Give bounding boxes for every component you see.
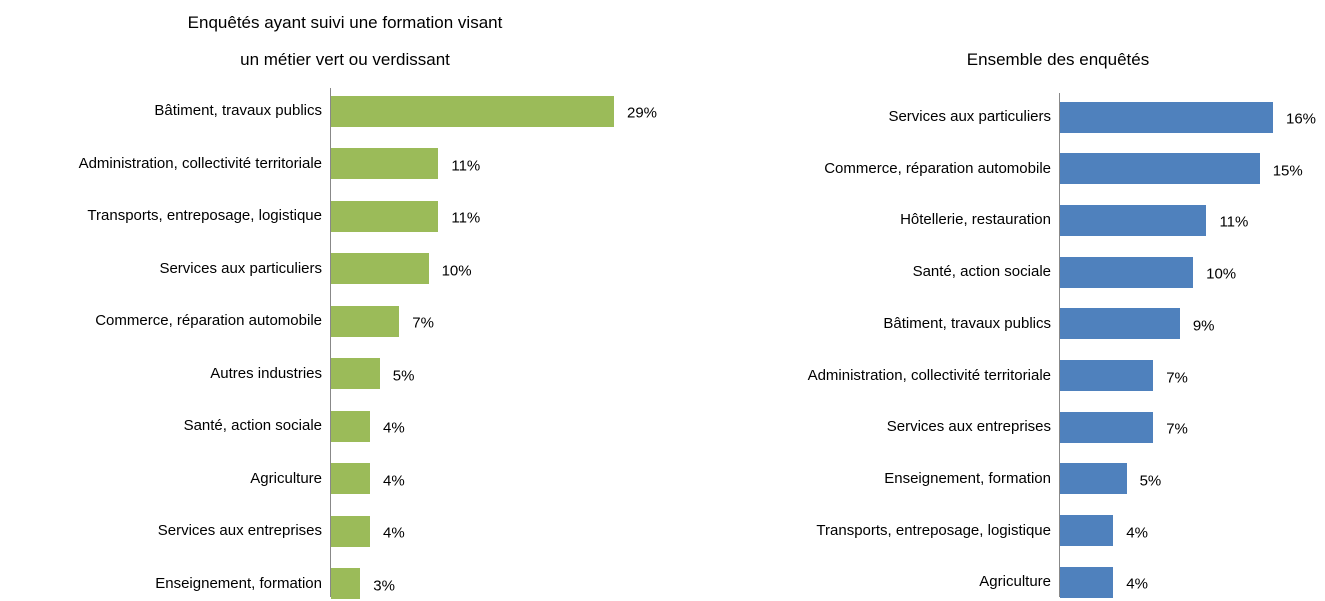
category-label: Agriculture xyxy=(250,469,322,487)
value-label: 15% xyxy=(1272,162,1303,180)
category-label: Transports, entreposage, logistique xyxy=(87,207,322,224)
value-label: 9% xyxy=(1192,317,1215,335)
category-label: Services aux particuliers xyxy=(888,108,1051,125)
axis-line xyxy=(1059,93,1060,597)
value-label: 4% xyxy=(1126,575,1148,593)
bar xyxy=(331,200,439,232)
category-label: Enseignement, formation xyxy=(155,574,322,592)
bar xyxy=(331,358,380,389)
category-label: Santé, action sociale xyxy=(183,417,322,434)
category-label: Bâtiment, travaux publics xyxy=(154,102,322,119)
bar xyxy=(1060,566,1114,598)
bar xyxy=(331,253,429,284)
value-label: 5% xyxy=(1139,472,1162,490)
value-label: 11% xyxy=(1219,213,1249,231)
bar xyxy=(1060,360,1154,391)
bar xyxy=(1060,204,1207,236)
value-label: 7% xyxy=(412,314,434,332)
value-label: 4% xyxy=(383,524,405,542)
bar xyxy=(1060,256,1194,288)
bar xyxy=(1060,153,1260,185)
value-label: 5% xyxy=(392,367,415,384)
value-label: 10% xyxy=(441,262,472,279)
category-label: Commerce, réparation automobile xyxy=(95,312,322,329)
category-label: Hôtellerie, restauration xyxy=(900,211,1051,229)
chart-title: Ensemble des enquêtés xyxy=(966,50,1150,69)
value-label: 4% xyxy=(1126,524,1148,542)
bar xyxy=(331,515,371,547)
bar xyxy=(1060,515,1114,547)
category-label: Administration, collectivité territorial… xyxy=(807,366,1051,384)
category-label: Autres industries xyxy=(210,364,322,382)
bar xyxy=(331,95,614,127)
chart-title: Enquêtés ayant suivi une formation visan… xyxy=(187,13,503,69)
category-label: Services aux particuliers xyxy=(159,259,322,277)
bar xyxy=(1060,101,1273,133)
value-label: 7% xyxy=(1166,420,1188,438)
category-label: Enseignement, formation xyxy=(884,469,1051,487)
value-label: 11% xyxy=(451,157,481,174)
value-label: 29% xyxy=(627,104,658,122)
value-label: 10% xyxy=(1206,265,1237,283)
bar xyxy=(1060,463,1127,495)
value-label: 16% xyxy=(1286,110,1317,128)
bar xyxy=(331,305,400,337)
category-label: Transports, entreposage, logistique xyxy=(816,521,1051,539)
value-label: 3% xyxy=(373,577,395,594)
value-label: 4% xyxy=(383,472,405,489)
value-label: 7% xyxy=(1166,369,1188,386)
value-label: 4% xyxy=(383,419,405,437)
category-label: Commerce, réparation automobile xyxy=(824,159,1051,177)
category-label: Santé, action sociale xyxy=(912,263,1051,281)
bar xyxy=(331,410,371,442)
bar xyxy=(331,568,361,599)
category-label: Services aux entreprises xyxy=(886,418,1051,436)
value-label: 11% xyxy=(451,209,481,227)
category-label: Administration, collectivité territorial… xyxy=(78,154,322,172)
bar xyxy=(1060,308,1180,340)
bar xyxy=(331,148,439,179)
axis-line xyxy=(330,88,331,597)
bar xyxy=(331,463,371,494)
category-label: Services aux entreprises xyxy=(157,522,322,539)
category-label: Agriculture xyxy=(979,573,1051,591)
bar xyxy=(1060,411,1154,443)
category-label: Bâtiment, travaux publics xyxy=(883,314,1051,332)
